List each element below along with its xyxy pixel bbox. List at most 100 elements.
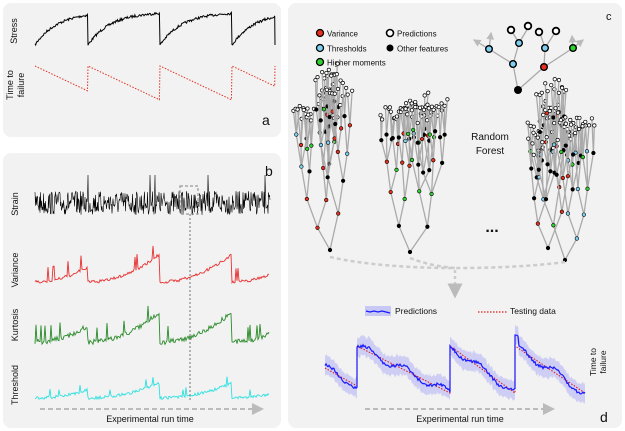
tree-edge	[337, 151, 344, 181]
tree-node	[427, 168, 432, 173]
tree-node	[324, 197, 329, 203]
tree-node	[509, 60, 518, 69]
tree-node	[379, 138, 384, 143]
tree-edge	[572, 162, 580, 190]
tree-node	[326, 140, 331, 145]
tree-node	[416, 162, 421, 167]
tree-node	[407, 249, 413, 255]
tree-node	[583, 119, 588, 124]
tree-node	[544, 111, 549, 116]
tree-edge	[409, 226, 428, 253]
tree-node	[297, 104, 302, 109]
tree-edge	[517, 66, 545, 91]
tree-edge	[321, 72, 325, 110]
tree-edge	[577, 188, 585, 215]
legend-predictions-d: Predictions	[395, 306, 437, 316]
tree-node	[383, 105, 388, 110]
tree-edge	[300, 108, 305, 146]
tree-node	[558, 118, 563, 123]
tree-edge	[567, 160, 574, 190]
tree-node	[340, 80, 345, 86]
tree-node	[321, 107, 327, 112]
tree-edge	[565, 145, 569, 177]
tree-edge	[430, 160, 434, 194]
tree-node	[320, 70, 325, 75]
tree-node	[540, 63, 549, 72]
legend-other-features: Other features	[397, 45, 448, 54]
tree-node	[326, 67, 331, 72]
tree-node	[536, 167, 541, 172]
tree-edge	[295, 134, 303, 167]
tree-edge	[512, 63, 519, 91]
tree-edge	[300, 138, 308, 167]
tree-edge	[322, 167, 327, 201]
tree-node	[575, 186, 580, 192]
tree-node	[409, 108, 414, 113]
tree-node	[563, 121, 568, 126]
tree-node	[537, 129, 543, 135]
tree-node	[563, 143, 568, 148]
tree-node	[555, 110, 561, 115]
stress-label: Stress	[9, 18, 19, 44]
tree-edge	[562, 177, 569, 214]
tree-edge	[392, 117, 396, 139]
tree-edge	[552, 225, 566, 261]
tree-node	[551, 223, 556, 228]
run-time-label: Experimental run time	[106, 414, 194, 424]
panel-b-letter: b	[265, 163, 273, 179]
tree-node	[411, 127, 416, 133]
aggregation-arrows	[329, 255, 566, 270]
tree-edge	[553, 144, 558, 175]
tree-edge	[407, 133, 413, 161]
tree-node	[298, 142, 304, 148]
tree-node	[407, 163, 412, 168]
ttf-label-2: failure	[16, 73, 26, 98]
tree-node	[327, 114, 332, 120]
tree-node	[592, 123, 597, 128]
panel-c-letter: c	[606, 11, 612, 23]
tree-edge	[398, 137, 403, 163]
time-to-failure-curve	[34, 65, 276, 101]
tree-edge	[537, 137, 540, 170]
tree-edge	[583, 188, 589, 215]
tree-node	[324, 87, 329, 92]
threshold-label: Threshold	[10, 365, 20, 405]
tree-node	[589, 116, 594, 121]
tree-node	[591, 150, 596, 156]
tree-node	[526, 136, 531, 141]
tree-node	[404, 101, 409, 106]
predictions-legend-band	[365, 306, 391, 316]
tree-node	[442, 132, 447, 137]
tree-node	[335, 149, 340, 154]
tree-node	[555, 137, 560, 143]
tree-edge	[567, 213, 578, 239]
tree-edge	[543, 47, 574, 68]
tree-node	[556, 90, 561, 95]
tree-node	[535, 135, 540, 140]
tree-node	[548, 169, 553, 174]
window-box	[179, 185, 199, 215]
tree-edge	[426, 193, 433, 227]
tree-node	[338, 78, 343, 83]
tree-node	[427, 132, 432, 137]
example-tree	[472, 21, 585, 94]
tree-edge	[439, 137, 443, 163]
tree-edge	[418, 191, 429, 227]
tree-node	[336, 211, 341, 216]
tree-node	[556, 78, 561, 83]
tree-edge	[316, 227, 331, 251]
tree-edge	[296, 109, 302, 146]
tree-node	[306, 112, 311, 117]
tree-node	[415, 120, 420, 126]
tree-node	[380, 117, 385, 122]
tree-node	[541, 44, 550, 53]
tree-edge	[417, 164, 420, 192]
ttf-label-1: Time to	[5, 70, 15, 100]
tree-edge	[560, 119, 567, 146]
tree-edge	[422, 140, 430, 173]
tree-edge	[533, 177, 540, 199]
tree-node	[335, 61, 340, 66]
tree-node	[584, 149, 590, 154]
tree-node	[406, 131, 411, 137]
tree-node	[419, 136, 425, 142]
